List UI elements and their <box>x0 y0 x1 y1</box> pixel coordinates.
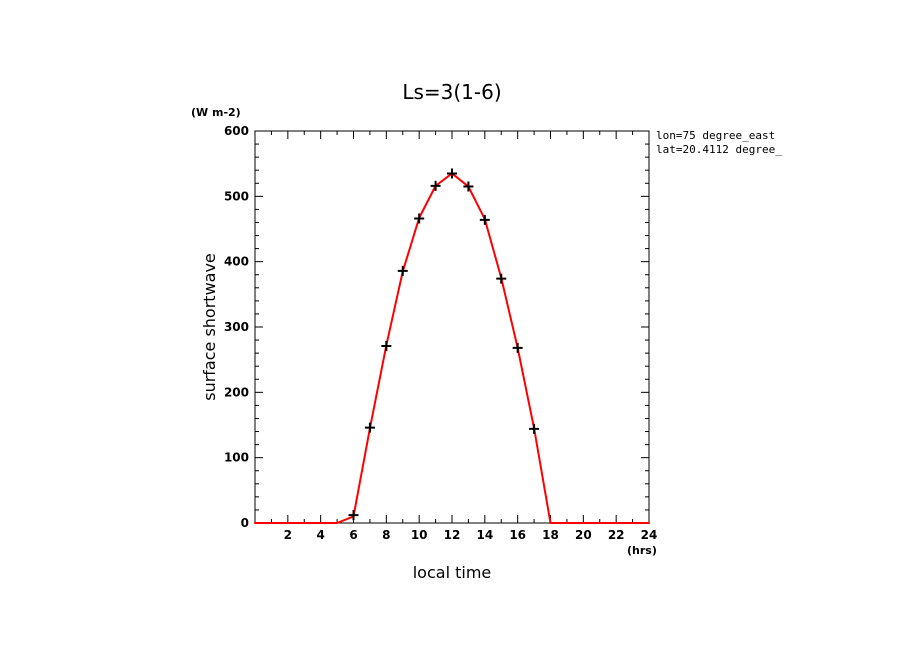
y-unit-label: (W m-2) <box>191 106 241 119</box>
x-tick-label: 12 <box>444 528 461 542</box>
chart-title: Ls=3(1-6) <box>402 80 501 104</box>
x-tick-label: 4 <box>316 528 324 542</box>
plus-marker <box>397 265 408 276</box>
line-point <box>319 522 322 524</box>
y-tick-label: 300 <box>224 320 249 334</box>
series-line <box>255 172 649 524</box>
plus-marker <box>414 213 425 224</box>
plot-frame <box>254 130 650 524</box>
line-point <box>631 522 634 524</box>
y-tick-label: 0 <box>241 516 249 530</box>
annotation-lat: lat=20.4112 degree_ <box>656 143 782 156</box>
line-point <box>303 522 306 524</box>
x-tick-label: 2 <box>284 528 292 542</box>
plus-marker <box>529 423 540 434</box>
x-tick-label: 6 <box>349 528 357 542</box>
x-tick-label: 10 <box>411 528 428 542</box>
x-unit-label: (hrs) <box>627 544 657 557</box>
line-point <box>648 522 650 524</box>
x-tick-label: 20 <box>575 528 592 542</box>
y-tick-label: 400 <box>224 255 249 269</box>
line-point <box>270 522 273 524</box>
plus-marker <box>364 422 375 433</box>
plus-marker <box>512 342 523 353</box>
line-point <box>565 522 568 524</box>
axis-ticks <box>254 130 650 524</box>
plus-marker <box>479 214 490 225</box>
plus-marker <box>348 510 359 521</box>
series-layer <box>254 172 650 524</box>
x-tick-label: 16 <box>509 528 526 542</box>
line-point <box>336 522 339 524</box>
plus-marker <box>496 273 507 284</box>
line-point <box>615 522 618 524</box>
line-point <box>598 522 601 524</box>
plus-marker <box>430 180 441 191</box>
y-tick-label: 200 <box>224 385 249 399</box>
plus-marker <box>381 340 392 351</box>
x-tick-label: 24 <box>641 528 658 542</box>
line-point <box>254 522 256 524</box>
x-tick-label: 18 <box>542 528 559 542</box>
y-tick-label: 500 <box>224 189 249 203</box>
x-tick-label: 22 <box>608 528 625 542</box>
y-tick-label: 100 <box>224 451 249 465</box>
x-tick-label: 14 <box>476 528 493 542</box>
plus-marker <box>447 168 457 179</box>
y-axis-label: surface shortwave <box>200 253 219 401</box>
x-axis-label: local time <box>413 563 492 582</box>
plus-marker <box>463 181 474 192</box>
line-point <box>286 522 289 524</box>
y-tick-label: 600 <box>224 124 249 138</box>
line-point <box>582 522 585 524</box>
marker-layer <box>348 168 540 521</box>
line-point <box>549 522 552 524</box>
annotation-lon: lon=75 degree_east <box>656 129 775 142</box>
x-tick-label: 8 <box>382 528 390 542</box>
